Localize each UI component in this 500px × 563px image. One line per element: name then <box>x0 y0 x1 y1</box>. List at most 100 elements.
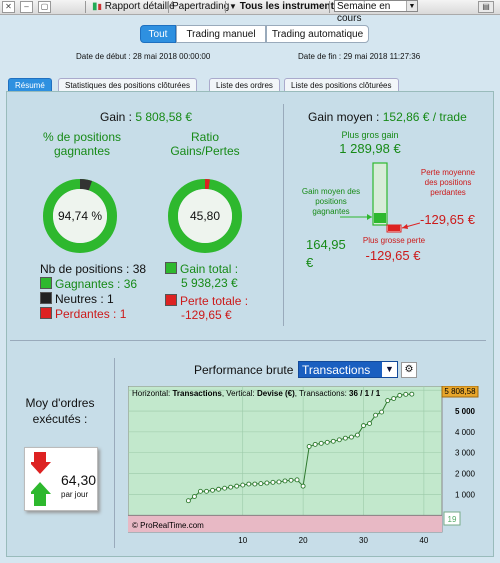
wrench-icon[interactable]: ⚙ <box>401 362 417 378</box>
equity-point <box>403 391 409 397</box>
tab-closed-positions-stats[interactable]: Statistiques des positions clôturées <box>58 78 197 91</box>
equity-point <box>306 444 312 449</box>
tab-auto-label: Trading automatique <box>271 29 364 40</box>
biggest-gain-bar <box>372 162 388 226</box>
loss-zone-rect <box>128 515 442 532</box>
equity-point <box>210 487 215 493</box>
avg-loss-value: -129,65 € <box>420 212 475 227</box>
equity-point <box>379 409 385 415</box>
section-divider <box>283 104 284 326</box>
equity-point <box>191 494 197 499</box>
arrow-up-icon <box>31 482 51 506</box>
restore-window-button[interactable]: ▢ <box>38 1 51 13</box>
dropdown-arrow-icon: ▼ <box>229 2 237 11</box>
total-loss-label: Perte totale : <box>180 294 249 308</box>
arrow-down-icon <box>31 452 51 474</box>
win-rate-value: 94,74 % <box>57 209 103 223</box>
info-prefix: Horizontal: <box>132 389 170 398</box>
tab-orders-label: Liste des ordres <box>216 81 273 90</box>
papertrading-label: Papertrading <box>172 1 230 12</box>
biggest-gain-label: Plus gros gain <box>341 130 399 140</box>
equity-point <box>264 480 270 486</box>
tab-all[interactable]: Tout <box>140 25 176 43</box>
avg-gain-label: Gain moyen : <box>308 110 380 124</box>
y-tick-label: 5 000 <box>455 407 476 416</box>
info-vertical: Devise (€) <box>257 389 295 398</box>
winners-swatch <box>40 277 52 289</box>
total-gain-swatch <box>165 262 177 274</box>
perf-title: Performance brute <box>194 363 294 377</box>
equity-point <box>228 484 234 490</box>
top-toolbar: ✕ – ▢ ▮▮ Rapport détaillé Papertrading ▼… <box>0 0 500 24</box>
plot-area <box>128 386 443 533</box>
avg-win-value: 164,95 € <box>306 237 346 270</box>
losers-swatch <box>40 307 52 319</box>
equity-point <box>367 421 372 426</box>
equity-point <box>409 391 415 397</box>
close-window-button[interactable]: ✕ <box>2 1 15 13</box>
equity-point <box>234 483 240 489</box>
report-icon: ▮ <box>92 1 98 12</box>
tab-manual-trading[interactable]: Trading manuel <box>176 25 266 43</box>
x-tick-label: 10 <box>238 536 247 545</box>
biggest-loss-value: -129,65 € <box>365 248 421 263</box>
instruments-label: Tous les instruments <box>239 1 340 12</box>
biggest-gain-value: 1 289,98 € <box>339 141 401 156</box>
winners-row: Gagnantes : 36 <box>40 277 137 291</box>
losers-row: Perdantes : 1 <box>40 307 126 321</box>
ratio-inner <box>178 189 232 243</box>
tab-automatic-trading[interactable]: Trading automatique <box>266 25 369 43</box>
last-value-badge <box>441 386 479 398</box>
equity-point <box>222 485 228 491</box>
loss-zone <box>128 514 442 532</box>
minimize-window-button[interactable]: – <box>20 1 33 13</box>
equity-point <box>240 482 246 488</box>
losers-label: Perdantes : 1 <box>55 307 127 321</box>
equity-point <box>312 441 318 447</box>
y-tick-label: 2 000 <box>455 470 476 479</box>
avg-win-arrow-icon <box>367 214 372 220</box>
x-tick-labels: 10 20 30 40 <box>238 536 429 545</box>
y-tick-label: 4 000 <box>455 428 476 437</box>
perf-axis-select[interactable]: Transactions ▼ <box>298 361 398 378</box>
period-select[interactable]: Semaine en cours ▼ <box>334 0 418 24</box>
report-icon-2: ▮ <box>97 2 102 11</box>
perf-axis-selected: Transactions <box>302 363 371 377</box>
papertrading-button[interactable]: Papertrading <box>172 1 229 13</box>
orders-card: 64,30 par jour <box>24 447 98 511</box>
equity-point <box>391 396 397 401</box>
tab-orders-list[interactable]: Liste des ordres <box>209 78 280 91</box>
instruments-dropdown[interactable]: ▼ Tous les instruments <box>229 1 340 13</box>
report-button[interactable]: ▮▮ Rapport détaillé <box>92 1 175 13</box>
biggest-loss-label: Plus grosse perte <box>362 236 426 245</box>
chart-mini-badge-text: 19 <box>448 515 457 524</box>
orders-avg-title: Moy d'ordres exécutés : <box>25 396 95 426</box>
gain-summary: Gain : 5 808,58 € <box>100 110 192 124</box>
total-loss-value: -129,65 € <box>181 308 232 322</box>
chart-info: Horizontal: Transactions, Vertical: Devi… <box>132 389 381 398</box>
equity-point <box>361 423 366 429</box>
avg-gain-bars <box>340 162 420 233</box>
avg-loss-arrow-icon <box>402 224 408 229</box>
tab-stats-label: Statistiques des positions clôturées <box>65 81 190 90</box>
ratio-title: Ratio Gains/Pertes <box>170 130 240 158</box>
chart-copyright: © ProRealTime.com <box>132 521 204 530</box>
tab-manual-label: Trading manuel <box>186 29 256 40</box>
x-tick-label: 30 <box>359 536 368 545</box>
tab-closed-label: Liste des positions clôturées <box>291 81 392 90</box>
export-icon[interactable]: ▤ <box>478 1 494 13</box>
gain-label: Gain : <box>100 110 133 124</box>
equity-point <box>397 392 403 398</box>
tab-closed-positions-list[interactable]: Liste des positions clôturées <box>284 78 399 91</box>
orders-avg-unit: par jour <box>61 490 89 499</box>
tab-summary[interactable]: Résumé <box>8 78 52 91</box>
equity-point <box>373 412 379 418</box>
equity-point <box>324 439 330 445</box>
chart-mini-badge[interactable] <box>443 511 461 526</box>
equity-points <box>185 391 415 504</box>
win-rate-title: % de positions gagnantes <box>42 130 122 158</box>
equity-point <box>258 481 264 487</box>
equity-point <box>300 483 306 489</box>
report-tabs: Résumé Statistiques des positions clôtur… <box>0 78 500 92</box>
